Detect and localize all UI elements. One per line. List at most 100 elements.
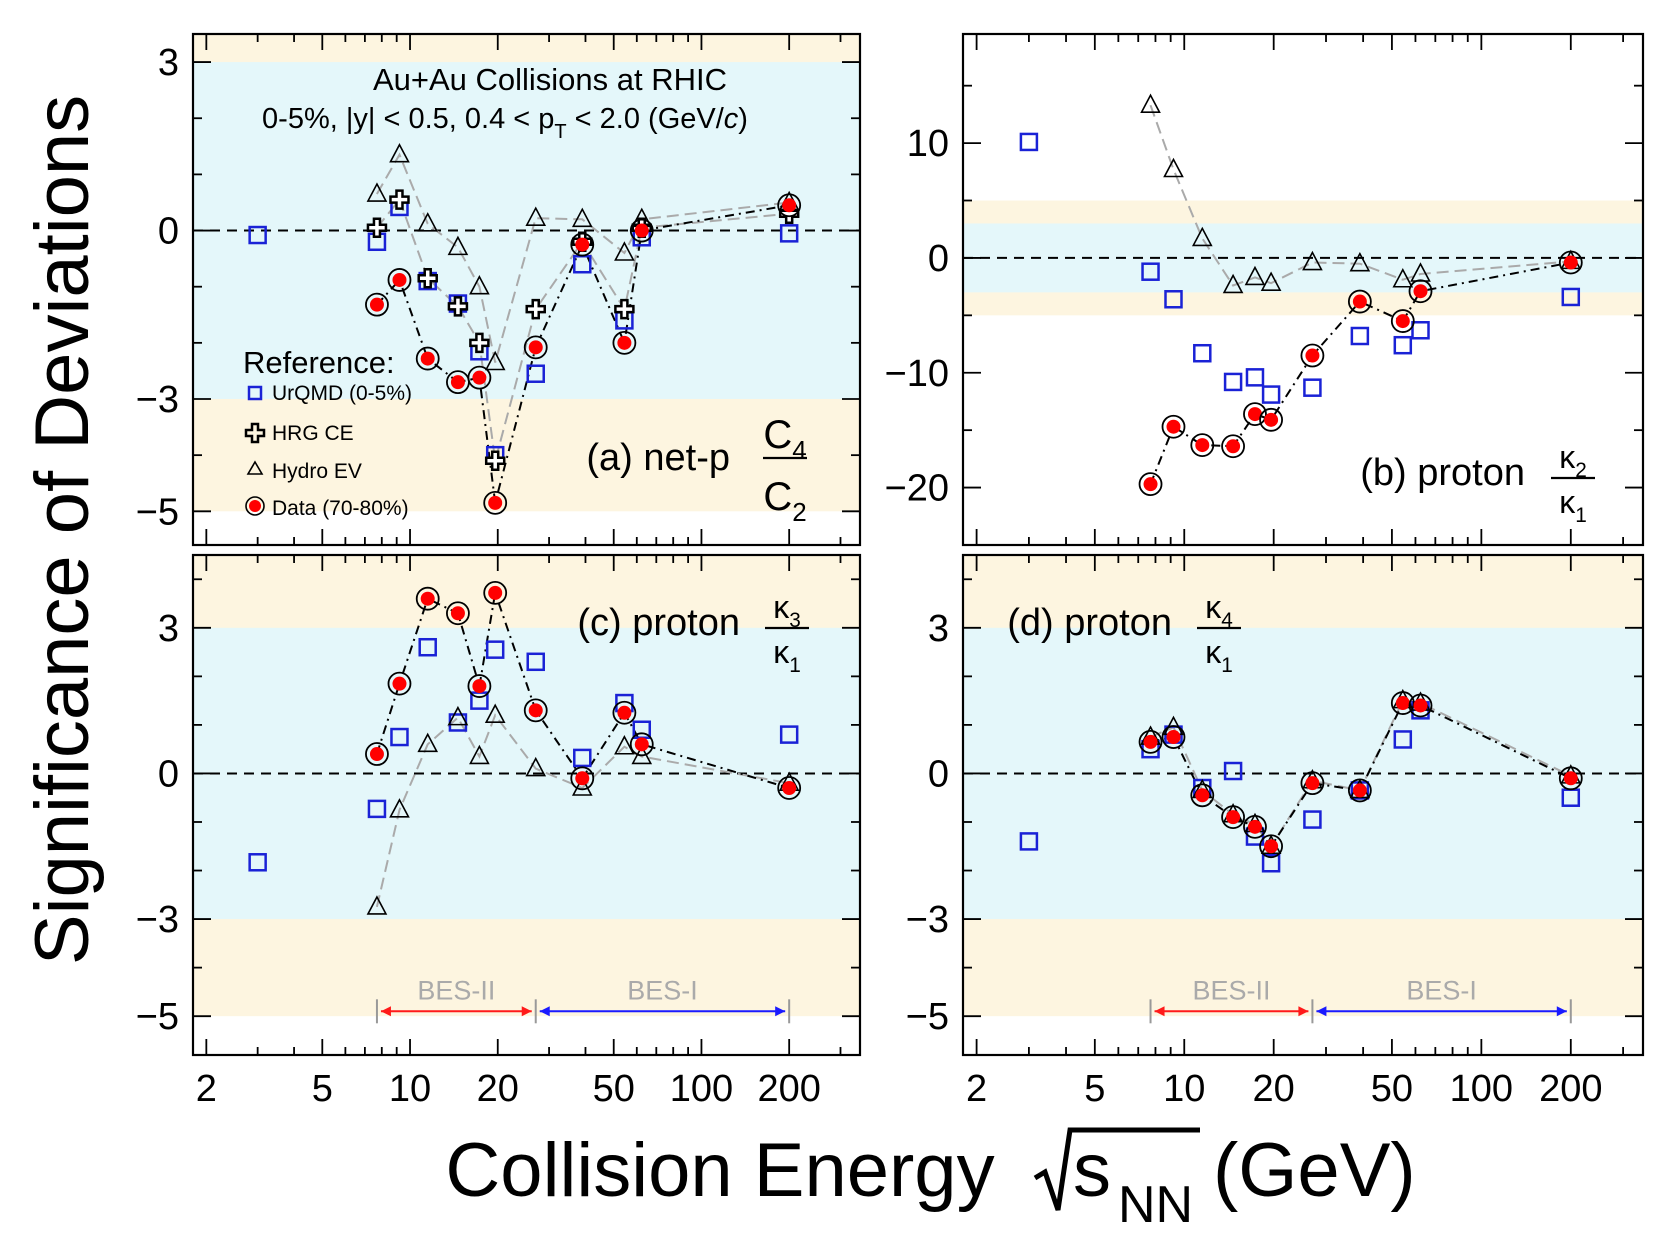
ratio-numerator-symbol: κ xyxy=(1205,589,1222,625)
hrg-point xyxy=(417,268,438,289)
data-point xyxy=(1195,438,1210,453)
urqmd-point xyxy=(1164,290,1183,309)
legend-urqmd-label: UrQMD (0-5%) xyxy=(272,382,412,405)
data-point-ring xyxy=(1408,279,1433,304)
x-tick-label: 100 xyxy=(1450,1068,1513,1110)
data-point xyxy=(488,585,503,600)
data-point-ring xyxy=(1259,407,1283,432)
data-point-ring xyxy=(1347,778,1372,803)
data-point xyxy=(1166,419,1181,434)
data-point-ring xyxy=(365,742,389,766)
data-point-ring xyxy=(1243,402,1267,426)
ratio-denominator-symbol: κ xyxy=(1559,484,1576,520)
ratio-numerator: κ4 xyxy=(1205,589,1233,632)
data-point-ring xyxy=(1347,289,1372,314)
y-tick-label: −3 xyxy=(136,379,179,421)
hrg-point xyxy=(366,217,388,238)
data-point-ring xyxy=(1558,766,1583,791)
data-point xyxy=(1563,771,1578,786)
data-point-ring xyxy=(1408,693,1433,718)
data-point-ring xyxy=(523,698,548,723)
data-point-ring xyxy=(777,193,802,218)
data-point xyxy=(528,703,543,718)
data-point-ring xyxy=(467,365,492,390)
data-point xyxy=(392,272,407,287)
urqmd-point xyxy=(1350,326,1370,346)
urqmd-point xyxy=(526,652,545,672)
hydro-point xyxy=(469,744,490,765)
plot-frame xyxy=(191,553,862,1057)
x-tick-label: 50 xyxy=(1371,1068,1413,1110)
legend-data-marker xyxy=(249,500,261,512)
hydro-point xyxy=(1302,250,1323,271)
hydro-point xyxy=(484,703,506,723)
x-tick-label: 2 xyxy=(966,1068,987,1110)
hydro-point xyxy=(1222,273,1244,294)
y-tick-label: 3 xyxy=(928,608,949,650)
plot-frame xyxy=(191,32,862,547)
data-point-ring xyxy=(612,330,637,355)
ratio-numerator-symbol: C xyxy=(763,413,792,457)
hrg-point xyxy=(614,298,635,320)
data-point-ring xyxy=(1221,805,1245,830)
hrg-point xyxy=(525,298,546,320)
data-point-ring xyxy=(1138,472,1163,497)
data-point xyxy=(1226,810,1241,825)
y-tick-label: 0 xyxy=(158,753,179,795)
x-axis-label-s: s xyxy=(1073,1128,1111,1213)
header-line1: Au+Au Collisions at RHIC xyxy=(373,62,727,97)
urqmd-point xyxy=(1193,343,1212,363)
data-point-ring xyxy=(1138,729,1163,754)
x-tick-label: 10 xyxy=(1163,1068,1205,1110)
data-point-ring xyxy=(570,766,595,791)
data-point-ring xyxy=(1190,783,1215,808)
data-point-ring xyxy=(415,346,440,371)
y-tick-label: −10 xyxy=(885,353,949,395)
legend: Reference: UrQMD (0-5%) HRG CE Hydro EV … xyxy=(243,345,412,520)
data-point xyxy=(782,781,797,796)
hrg-point xyxy=(484,450,506,472)
series-line xyxy=(1149,104,1571,287)
hrg-point xyxy=(389,189,410,210)
data-point-ring xyxy=(1161,725,1186,749)
urqmd-point xyxy=(367,799,387,819)
x-tick-label: 20 xyxy=(477,1068,519,1110)
data-point xyxy=(488,495,503,510)
series-line xyxy=(376,152,790,363)
x-tick-label: 20 xyxy=(1253,1068,1295,1110)
urqmd-point xyxy=(485,640,505,659)
hydro-point xyxy=(614,241,635,261)
data-point xyxy=(1395,314,1410,329)
ratio-denominator: κ1 xyxy=(1205,634,1233,677)
ratio-denominator-sub: 1 xyxy=(1221,654,1233,677)
y-tick-label: 0 xyxy=(928,238,949,280)
data-point xyxy=(1563,255,1578,270)
data-point-ring xyxy=(483,580,508,605)
legend-title: Reference: xyxy=(243,345,395,380)
data-point xyxy=(617,705,632,720)
header-line2-a: 0-5%, |y| < 0.5, 0.4 < p xyxy=(262,103,554,135)
data-point-ring xyxy=(777,776,802,800)
plot-frame xyxy=(961,553,1645,1057)
legend-hydro-label: Hydro EV xyxy=(272,460,362,483)
urqmd-point xyxy=(779,725,799,744)
urqmd-point xyxy=(1261,385,1281,404)
panel-label: (a) net-p xyxy=(586,437,730,479)
data-point-ring xyxy=(570,232,595,257)
x-tick-label: 10 xyxy=(389,1068,431,1110)
urqmd-point xyxy=(1393,335,1413,355)
bes2-label: BES-II xyxy=(1192,975,1270,1005)
y-tick-label: −3 xyxy=(906,899,949,941)
data-point-ring xyxy=(467,674,492,698)
data-point xyxy=(420,591,435,606)
urqmd-point xyxy=(1303,378,1322,397)
data-point xyxy=(528,340,543,355)
y-tick-label: 3 xyxy=(158,608,179,650)
x-tick-label: 200 xyxy=(1539,1068,1602,1110)
ratio-denominator-symbol: κ xyxy=(773,634,790,670)
ratio-denominator: κ1 xyxy=(773,634,801,677)
data-point-ring xyxy=(1390,691,1415,715)
data-point xyxy=(420,351,435,366)
data-point-ring xyxy=(1300,343,1325,368)
legend-urqmd-marker xyxy=(247,385,263,401)
